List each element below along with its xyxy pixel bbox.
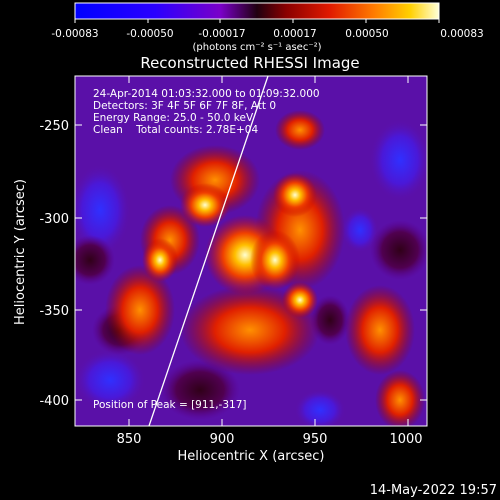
colorbar-tick-label: -0.00050 [126,28,173,40]
rhessi-image [75,76,427,426]
y-tick-label: -350 [39,304,69,319]
colorbar-tick-label: -0.00017 [198,28,245,40]
colorbar-tick-label: 0.00017 [273,28,316,40]
plot-frame [74,75,428,427]
info-detectors: Detectors: 3F 4F 5F 6F 7F 8F, Att 0 [93,100,276,112]
y-tick-label: -300 [39,212,69,227]
x-tick-label: 950 [303,432,328,447]
x-axis-ticks [128,76,409,426]
colorbar-ticks [74,19,440,23]
colorbar [74,2,440,20]
x-tick-label: 850 [117,432,142,447]
colorbar-tick-label: -0.00083 [51,28,98,40]
info-time-range: 24-Apr-2014 01:03:32.000 to 01:09:32.000 [93,88,320,100]
x-tick-label: 900 [210,432,235,447]
peak-position-label: Position of Peak = [911,-317] [93,399,247,411]
plot-timestamp: 14-May-2022 19:57 [370,483,497,498]
colorbar-units-label: (photons cm⁻² s⁻¹ asec⁻²) [192,42,321,53]
colorbar-tick-label: 0.00050 [345,28,388,40]
y-axis-label: Heliocentric Y (arcsec) [13,179,28,325]
info-clean-counts: Clean Total counts: 2.78E+04 [93,124,258,136]
x-axis-label: Heliocentric X (arcsec) [178,449,325,464]
solar-limb-line [148,76,269,426]
x-tick-label: 1000 [389,432,422,447]
y-tick-label: -400 [39,394,69,409]
colorbar-tick-label: 0.00083 [440,28,483,40]
y-axis-ticks [75,124,427,401]
info-energy-range: Energy Range: 25.0 - 50.0 keV [93,112,254,124]
y-tick-label: -250 [39,119,69,134]
plot-title: Reconstructed RHESSI Image [140,54,359,72]
